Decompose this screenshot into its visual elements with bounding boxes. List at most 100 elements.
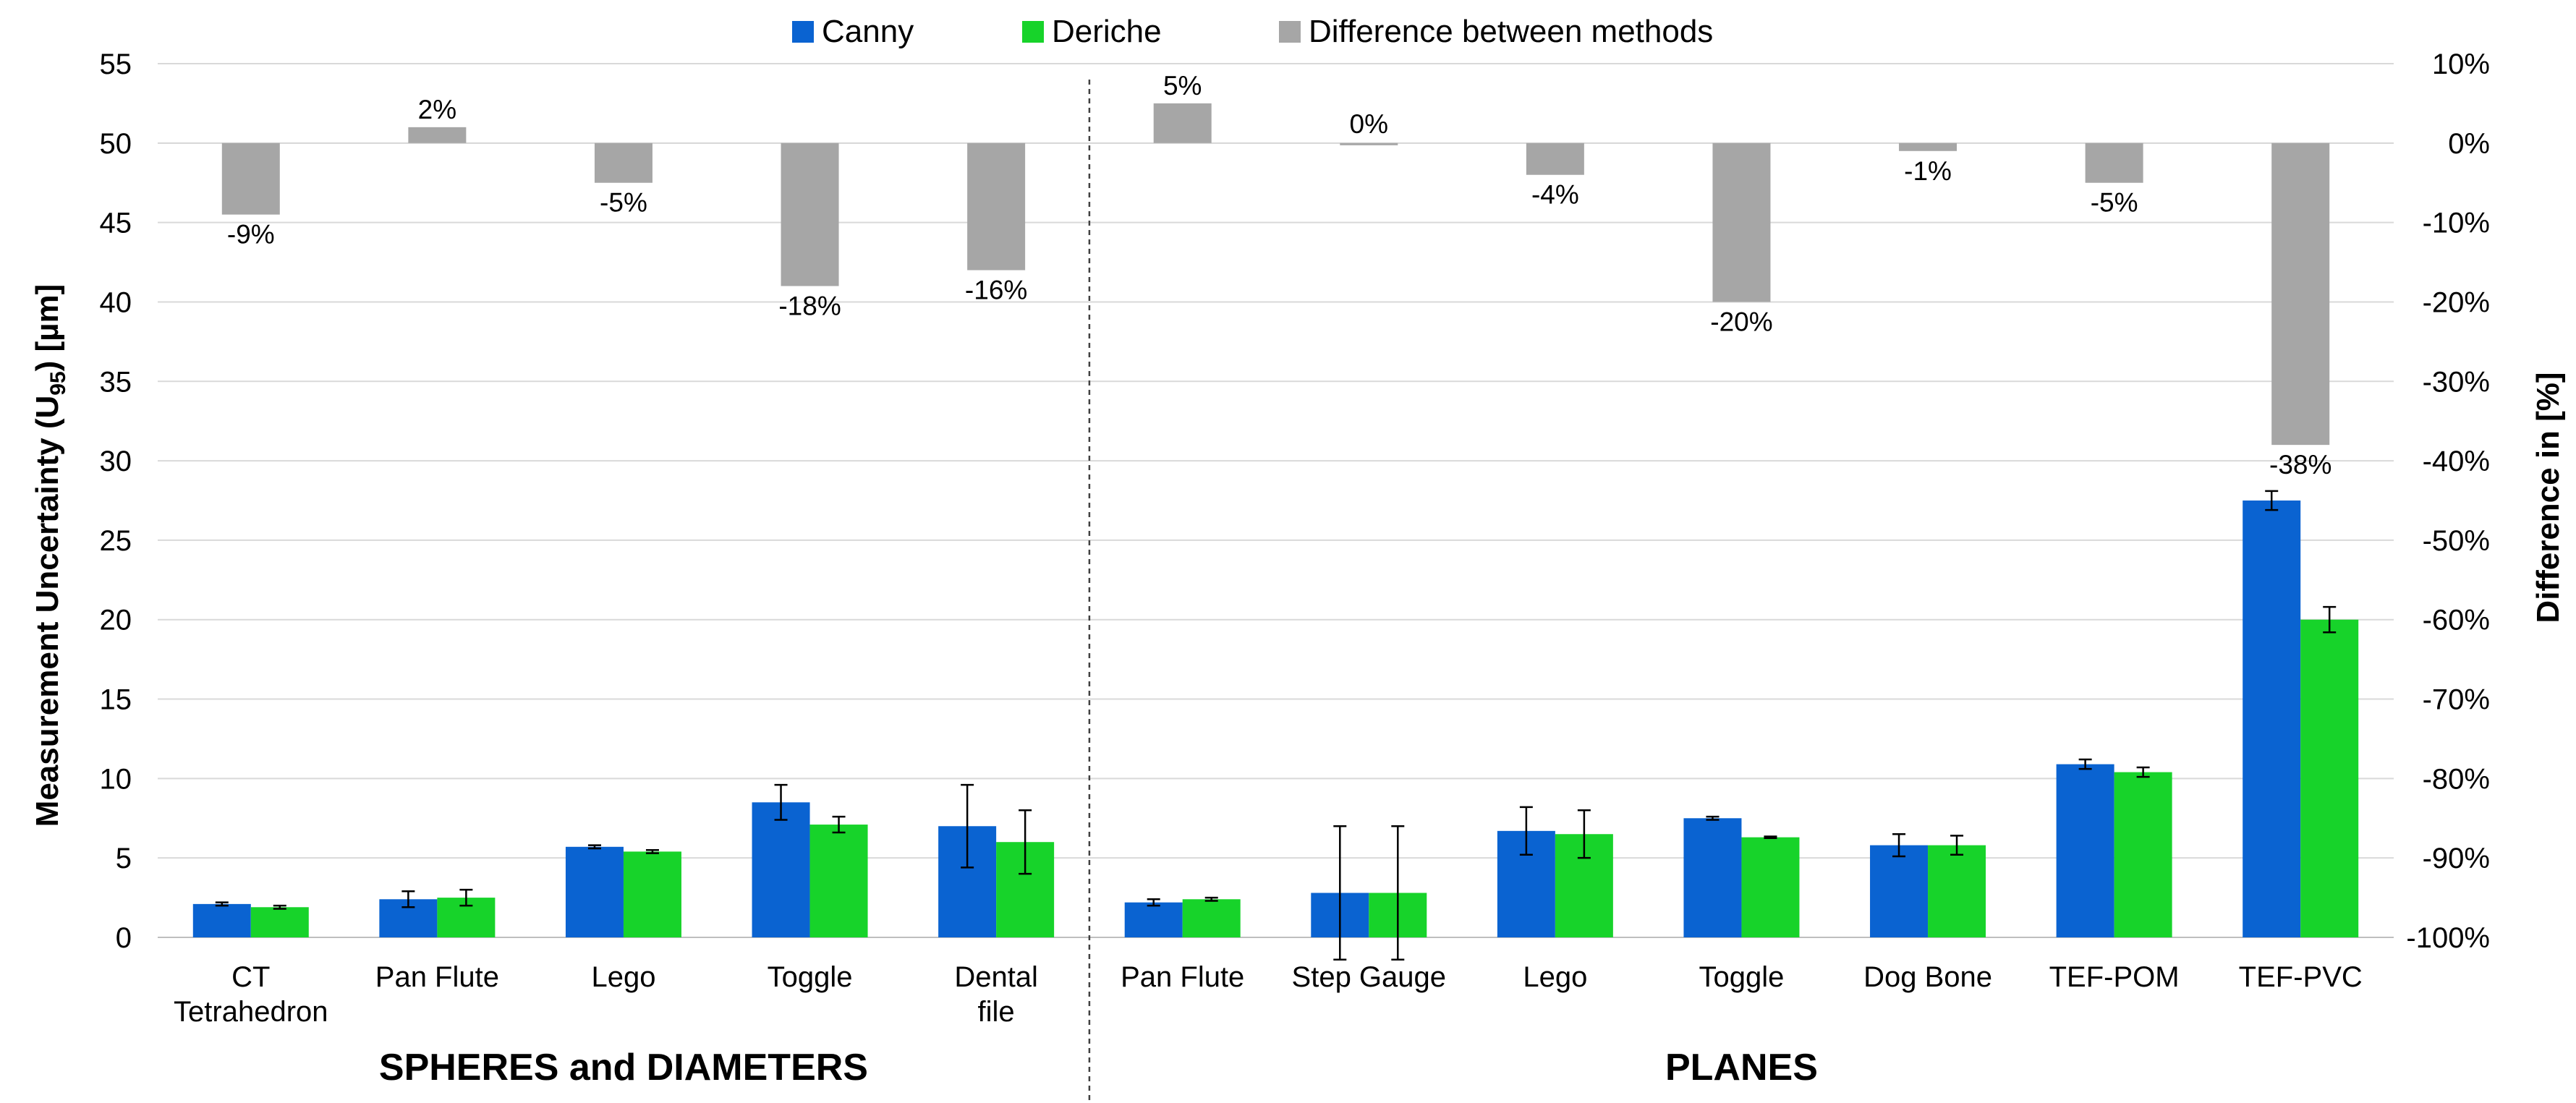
difference-bar [408, 127, 467, 143]
y-tick-label: 20 [100, 605, 132, 636]
legend: Canny Deriche Difference between methods [792, 14, 1713, 49]
y2-tick-label: -100% [2406, 922, 2490, 954]
category-label: file [978, 996, 1015, 1028]
legend-swatch [1022, 21, 1044, 43]
category-label: Step Gauge [1292, 961, 1447, 993]
y-axis-title-main: Measurement Uncertainty (U [30, 396, 65, 827]
category-label: Toggle [768, 961, 853, 993]
y-tick-label: 35 [100, 366, 132, 398]
group-labels: SPHERES and DIAMETERS PLANES [379, 80, 1818, 1103]
y-tick-label: 15 [100, 684, 132, 716]
difference-label: -5% [2091, 188, 2138, 218]
difference-label: -18% [778, 291, 841, 320]
category-label: TEF-POM [2049, 961, 2180, 993]
y2-axis-ticks: -100% -90% -80% -70% -60% -50% -40% -30% -20% -10… [2406, 48, 2490, 954]
y2-axis-title: Difference in [%] [2530, 372, 2566, 623]
category-label: Lego [591, 961, 655, 993]
difference-label: -5% [600, 188, 647, 218]
canny-bar [1124, 902, 1183, 937]
deriche-bar [2114, 772, 2172, 937]
canny-bar [1870, 845, 1929, 937]
difference-bar [221, 142, 280, 215]
difference-bar [967, 142, 1026, 271]
y2-tick-label: 0% [2448, 128, 2490, 160]
y2-tick-label: -40% [2423, 446, 2490, 477]
deriche-bar [1928, 845, 1986, 937]
legend-label: Difference between methods [1309, 14, 1713, 49]
difference-label: 5% [1163, 71, 1202, 101]
deriche-bar [623, 851, 681, 937]
difference-bar [2085, 142, 2143, 183]
y2-tick-label: -20% [2423, 286, 2490, 318]
bars [192, 103, 2359, 937]
legend-label: Deriche [1052, 14, 1162, 49]
group-label: SPHERES and DIAMETERS [379, 1047, 868, 1089]
canny-bar [1683, 818, 1742, 937]
deriche-bar [250, 907, 309, 937]
difference-bar [1526, 142, 1584, 175]
canny-bar [565, 846, 624, 937]
difference-bar [1153, 103, 1212, 143]
difference-bar [1712, 142, 1771, 302]
y-axis-title-unit: ) [µm] [30, 284, 65, 372]
difference-bar [1340, 142, 1398, 145]
canny-bar [2243, 501, 2301, 937]
category-label: TEF-PVC [2239, 961, 2363, 993]
y-axis-title-subscript: 95 [46, 371, 70, 395]
canny-bar [192, 903, 251, 937]
y2-tick-label: -10% [2423, 208, 2490, 239]
y-tick-label: 25 [100, 525, 132, 557]
category-label: Dental [954, 961, 1038, 993]
difference-bar [1899, 142, 1957, 151]
y-tick-label: 40 [100, 286, 132, 318]
y-axis-title: Measurement Uncertainty (U95) [µm] [30, 284, 70, 827]
y2-tick-label: -30% [2423, 366, 2490, 398]
difference-label: -4% [1531, 180, 1579, 210]
y2-tick-label: 10% [2432, 48, 2490, 80]
y-tick-label: 50 [100, 128, 132, 160]
category-label: Pan Flute [1121, 961, 1244, 993]
legend-swatch [1279, 21, 1301, 43]
difference-label: -9% [227, 220, 275, 250]
category-label: Toggle [1699, 961, 1785, 993]
data-labels: -9% 2% -5% -18% -16% 5% 0% -4% -20% -1% -5% -38% [227, 71, 2332, 480]
legend-swatch [792, 21, 814, 43]
y-tick-label: 55 [100, 48, 132, 80]
category-label: Pan Flute [375, 961, 499, 993]
deriche-bar [1182, 899, 1241, 937]
category-label: Tetrahedron [174, 996, 328, 1028]
difference-label: 0% [1350, 109, 1388, 139]
y2-tick-label: -50% [2423, 525, 2490, 557]
y-tick-label: 30 [100, 446, 132, 477]
difference-label: -38% [2269, 450, 2331, 480]
category-label: Lego [1523, 961, 1587, 993]
difference-label: -1% [1904, 156, 1952, 186]
y2-tick-label: -90% [2423, 843, 2490, 874]
canny-bar [752, 802, 810, 937]
y-tick-label: 45 [100, 208, 132, 239]
difference-label: -20% [1710, 307, 1772, 336]
y2-tick-label: -60% [2423, 605, 2490, 636]
y-axis-ticks: 0 5 10 15 20 25 30 35 40 45 50 55 [100, 48, 132, 954]
error-bars [215, 490, 2337, 961]
y-tick-label: 0 [116, 922, 132, 954]
difference-label: 2% [418, 95, 456, 124]
difference-label: -16% [965, 276, 1027, 305]
deriche-bar [809, 825, 868, 937]
category-label: CT [231, 961, 270, 993]
deriche-bar [2300, 619, 2359, 937]
y-tick-label: 5 [116, 843, 132, 874]
y-tick-label: 10 [100, 763, 132, 795]
y2-tick-label: -80% [2423, 763, 2490, 795]
y2-tick-label: -70% [2423, 684, 2490, 716]
difference-bar [594, 142, 652, 183]
difference-bar [2271, 142, 2330, 446]
difference-bar [781, 142, 839, 286]
canny-bar [2056, 764, 2114, 937]
legend-label: Canny [822, 14, 914, 49]
deriche-bar [1741, 837, 1800, 937]
group-label: PLANES [1665, 1047, 1818, 1089]
category-label: Dog Bone [1863, 961, 1992, 993]
